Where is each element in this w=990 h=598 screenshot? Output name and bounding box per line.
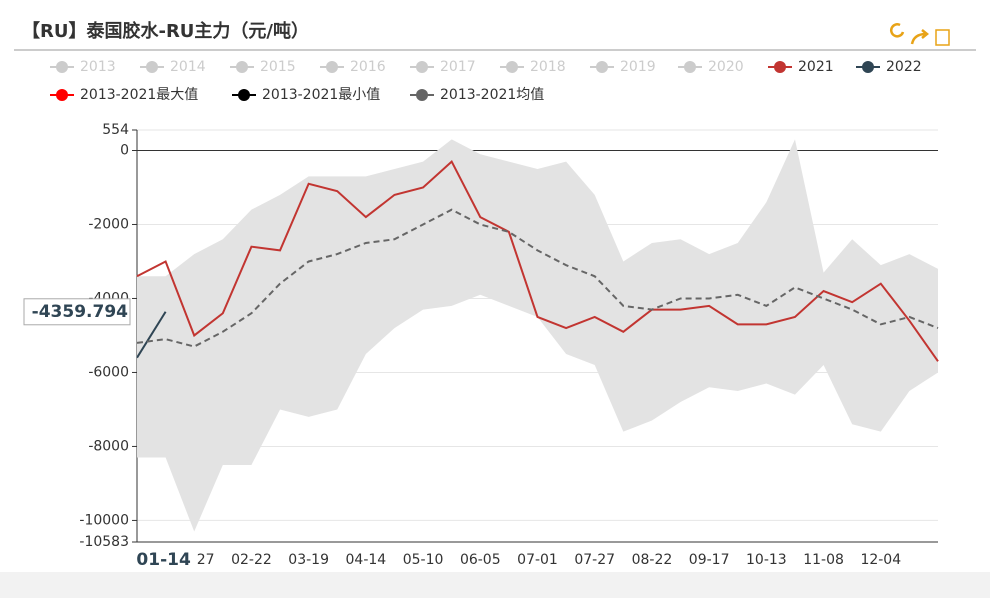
- x-tick-label: 08-22: [632, 552, 673, 568]
- page: {"chart_data": {"type": "line", "title":…: [0, 0, 990, 572]
- legend-label[interactable]: 2017: [440, 59, 476, 75]
- legend-marker: [416, 89, 428, 101]
- y-tick-label: 554: [102, 122, 129, 138]
- legend-label[interactable]: 2013-2021最小值: [262, 87, 380, 103]
- x-tick-label: 09-17: [689, 552, 730, 568]
- x-tick-label: 07-01: [517, 552, 558, 568]
- crosshair-y-label: -4359.794: [32, 302, 128, 322]
- series-line: [136, 311, 167, 359]
- x-tick-label: 12-04: [860, 552, 901, 568]
- chart: 【RU】泰国胶水-RU主力（元/吨） 2013 2014 2015 2016 2017 2…: [0, 0, 990, 572]
- legend-label[interactable]: 2013-2021均值: [440, 87, 544, 103]
- y-tick-label: -10000: [79, 512, 129, 528]
- crosshair-y-box: [23, 298, 131, 326]
- series-line: [136, 159, 939, 362]
- legend-marker: [862, 61, 874, 73]
- legend-label[interactable]: 2022: [886, 59, 922, 75]
- toolbox[interactable]: [890, 23, 950, 46]
- x-tick-label: 02-22: [231, 552, 272, 568]
- legend-label[interactable]: 2021: [798, 59, 834, 75]
- chart-title: 【RU】泰国胶水-RU主力（元/吨）: [22, 20, 309, 42]
- legend-label[interactable]: 2014: [170, 59, 206, 75]
- legend-label[interactable]: 2019: [620, 59, 656, 75]
- range-band: [137, 139, 938, 532]
- x-tick-label: 06-05: [460, 552, 501, 568]
- y-tick-label: -8000: [88, 438, 129, 454]
- legend-marker: [236, 61, 248, 73]
- y-tick-label: -2000: [88, 216, 129, 232]
- legend-label[interactable]: 2020: [708, 59, 744, 75]
- legend-marker: [146, 61, 158, 73]
- y-tick-label: -6000: [88, 364, 129, 380]
- crosshair-x-box: [133, 548, 198, 572]
- legend-marker: [684, 61, 696, 73]
- legend-marker: [56, 89, 68, 101]
- legend-marker: [506, 61, 518, 73]
- legend-marker: [238, 89, 250, 101]
- legend-label[interactable]: 2013: [80, 59, 116, 75]
- share-icon[interactable]: [910, 29, 930, 45]
- x-tick-label: 07-27: [574, 552, 615, 568]
- legend-marker: [774, 61, 786, 73]
- crosshair-x-label: 01-14: [136, 550, 191, 570]
- legend-marker: [596, 61, 608, 73]
- x-tick-label: 03-19: [288, 552, 329, 568]
- x-tick-label: 04-14: [346, 552, 387, 568]
- x-tick-label: 11-08: [803, 552, 844, 568]
- legend-label[interactable]: 2013-2021最大值: [80, 87, 198, 103]
- y-tick-label: 0: [120, 142, 129, 158]
- refresh-icon[interactable]: [890, 23, 905, 38]
- legend-label[interactable]: 2015: [260, 59, 296, 75]
- legend-marker: [326, 61, 338, 73]
- legend-label[interactable]: 2018: [530, 59, 566, 75]
- x-tick-label: 10-13: [746, 552, 787, 568]
- series-line: [136, 208, 939, 348]
- legend-marker: [56, 61, 68, 73]
- legend-marker: [416, 61, 428, 73]
- y-tick-label: -10583: [79, 534, 129, 550]
- save-icon[interactable]: [935, 29, 950, 46]
- x-tick-label: 05-10: [403, 552, 444, 568]
- legend-label[interactable]: 2016: [350, 59, 386, 75]
